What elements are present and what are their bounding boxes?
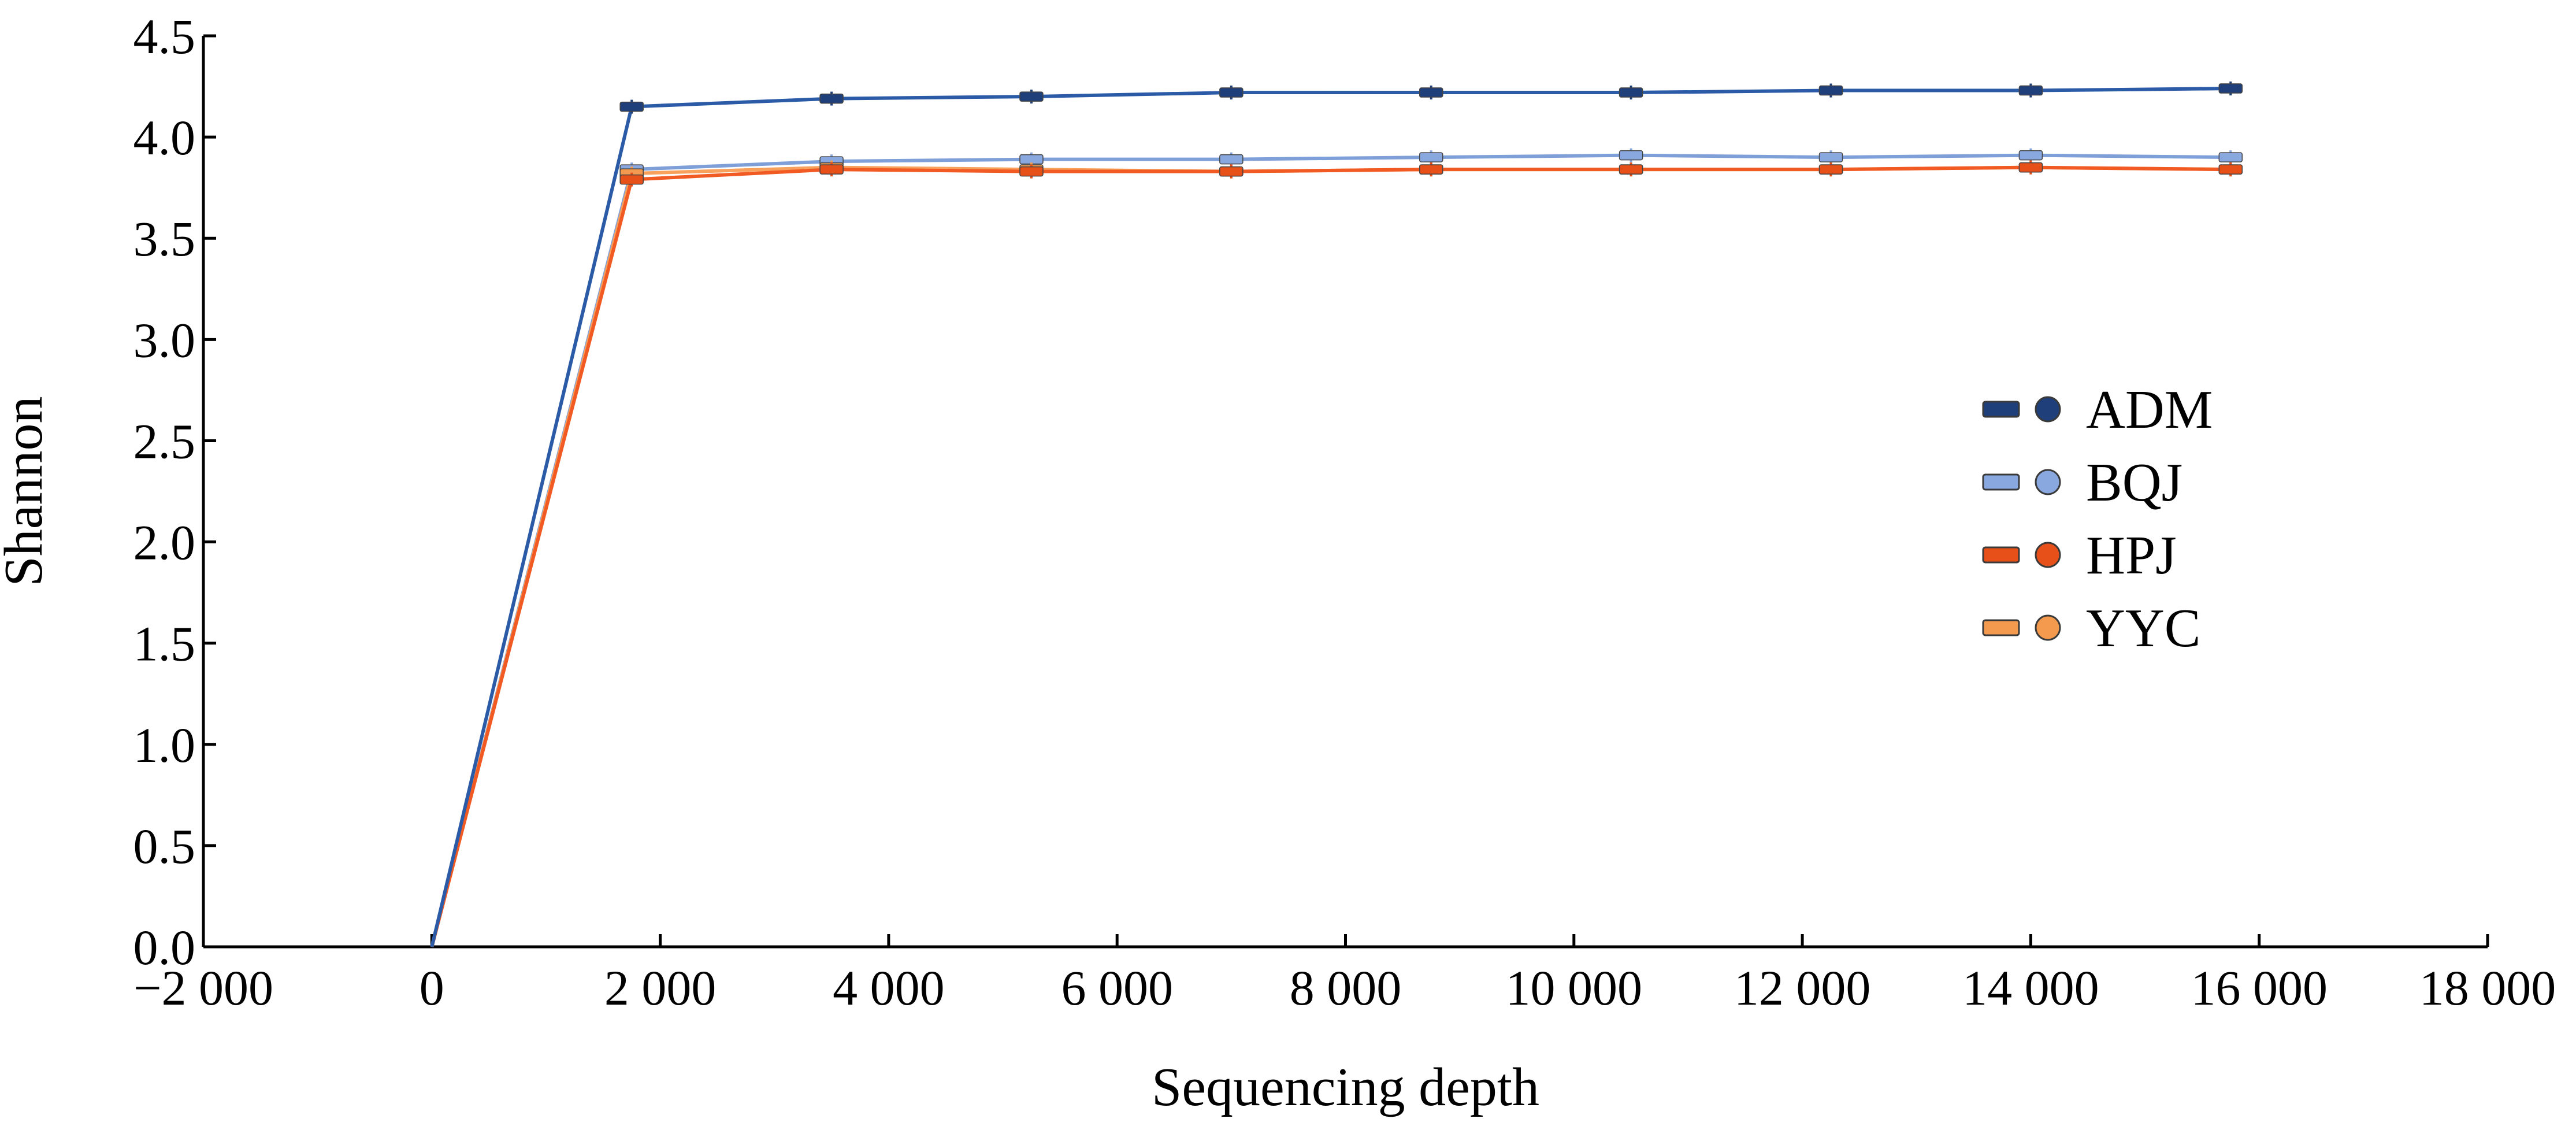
legend-swatch-marker [2035,614,2061,641]
legend-swatch-marker [2035,469,2061,495]
x-ticks: −2 000 0 2 000 4 000 6 000 8 000 10 000 12 000 1… [133,934,2556,1016]
y-tick-label: 4.0 [133,110,196,165]
data-point [1419,164,1443,175]
legend-swatch-line [1982,546,2020,564]
legend-label: BQJ [2086,453,2182,513]
data-point [2218,83,2243,94]
data-point [1619,164,1643,175]
data-point [1818,85,1843,96]
x-tick-label: 2 000 [604,960,717,1016]
x-tick-label: 10 000 [1506,960,1643,1016]
legend-item-yyc: YYC [1982,598,2200,658]
legend-item-adm: ADM [1982,380,2213,440]
series-hpj [430,160,2243,947]
legend-label: HPJ [2086,525,2177,586]
y-axis-title: Shannon [0,397,54,587]
y-tick-label: 3.0 [133,312,196,368]
data-point [1219,154,1244,165]
data-point [1419,152,1443,162]
data-point [1419,87,1443,98]
data-point [2018,150,2043,161]
y-tick-label: 2.5 [133,413,196,469]
data-point [1619,150,1643,161]
legend-label: ADM [2086,380,2213,440]
legend-item-hpj: HPJ [1982,525,2177,586]
series-adm [430,82,2243,947]
series-bqj [430,148,2243,947]
data-point [2018,162,2043,173]
data-point [2018,85,2043,96]
series-line-yyc [430,165,2231,947]
series-line-adm [430,87,2231,947]
y-tick-label: 1.0 [133,717,196,773]
y-ticks: 0.0 0.5 1.0 1.5 2.0 2.5 3.0 3.5 4.0 4.5 [133,9,216,975]
x-tick-label: 8 000 [1290,960,1402,1016]
x-tick-label: 0 [420,960,444,1016]
series-yyc [430,160,2243,947]
x-tick-label: 6 000 [1061,960,1173,1016]
data-point [1019,166,1044,177]
y-tick-label: 3.5 [133,211,196,266]
y-tick-label: 0.0 [133,920,196,975]
x-tick-label: 16 000 [2191,960,2328,1016]
data-point [1219,166,1244,177]
legend-swatch-marker [2035,396,2061,423]
x-tick-label: −2 000 [133,960,273,1016]
data-point [819,93,844,104]
data-point [1619,87,1643,98]
y-tick-label: 0.5 [133,818,196,874]
legend-swatch-marker [2035,542,2061,568]
data-point [1818,164,1843,175]
x-tick-label: 4 000 [833,960,945,1016]
data-point [619,101,644,112]
data-point [1219,87,1244,98]
x-axis-title: Sequencing depth [1152,1057,1539,1117]
y-tick-label: 1.5 [133,616,196,672]
data-point [819,164,844,175]
data-point [1818,152,1843,162]
x-tick-label: 18 000 [2419,960,2556,1016]
legend-item-bqj: BQJ [1982,453,2182,513]
legend-swatch-line [1982,401,2020,418]
legend-swatch-line [1982,619,2020,636]
data-point [2218,164,2243,175]
legend: ADM BQJ HPJ YYC [1982,380,2213,658]
data-point [2218,152,2243,162]
series-line-bqj [430,153,2231,947]
series-line-hpj [430,165,2231,947]
series-layer [430,82,2243,947]
x-tick-label: 14 000 [1962,960,2099,1016]
x-tick-label: 12 000 [1734,960,1871,1016]
y-tick-label: 4.5 [133,9,196,64]
y-tick-label: 2.0 [133,515,196,571]
legend-label: YYC [2086,598,2200,658]
legend-swatch-line [1982,473,2020,491]
data-point [1019,91,1044,102]
data-point [619,174,644,185]
